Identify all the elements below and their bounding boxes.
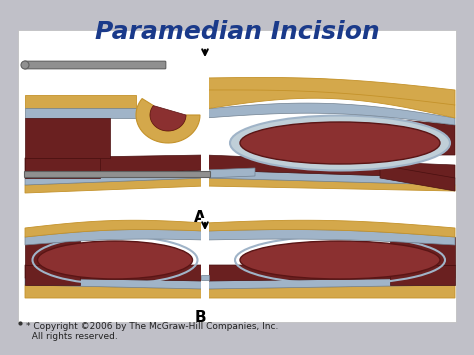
Polygon shape [205,278,455,289]
Polygon shape [25,220,205,237]
Ellipse shape [37,241,192,279]
Polygon shape [390,237,455,265]
Polygon shape [380,165,455,191]
Text: A: A [194,210,206,225]
Ellipse shape [240,122,440,164]
Polygon shape [205,170,455,185]
Polygon shape [25,265,205,281]
Polygon shape [205,285,455,298]
Polygon shape [25,278,205,289]
Polygon shape [25,285,205,298]
Polygon shape [205,155,455,178]
Polygon shape [25,265,80,285]
Polygon shape [25,95,136,108]
Polygon shape [205,178,455,191]
Text: * Copyright ©2006 by The McGraw-Hill Companies, Inc.
  All rights reserved.: * Copyright ©2006 by The McGraw-Hill Com… [26,322,278,342]
Polygon shape [205,265,455,281]
FancyBboxPatch shape [25,171,210,178]
FancyBboxPatch shape [24,61,166,69]
Polygon shape [25,108,136,118]
Ellipse shape [21,61,29,69]
Polygon shape [205,77,455,105]
Polygon shape [390,265,455,285]
Polygon shape [205,168,255,178]
Ellipse shape [240,241,440,279]
Polygon shape [25,237,80,265]
Ellipse shape [230,115,450,170]
Bar [18,30,456,322]
Bar [201,275,209,280]
Polygon shape [25,118,110,158]
Polygon shape [150,105,186,131]
Bar [201,50,209,200]
Polygon shape [25,158,100,178]
Bar [201,218,209,303]
Polygon shape [380,118,455,155]
Polygon shape [25,178,205,193]
Text: B: B [194,310,206,325]
Polygon shape [136,99,200,143]
Polygon shape [25,155,205,178]
Polygon shape [25,170,205,185]
Polygon shape [205,230,455,245]
Polygon shape [205,103,455,125]
Polygon shape [205,220,455,237]
Polygon shape [205,79,455,118]
Polygon shape [25,230,205,245]
Text: Paramedian Incision: Paramedian Incision [95,20,379,44]
